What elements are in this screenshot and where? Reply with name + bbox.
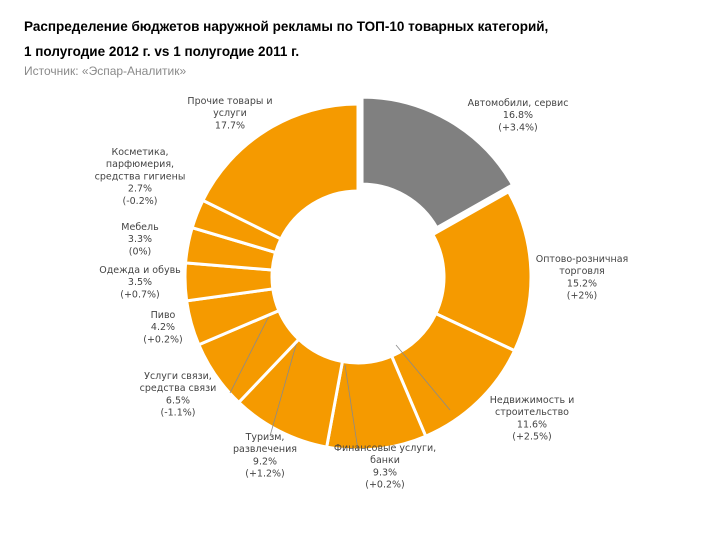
donut-slice xyxy=(430,189,533,353)
chart-source: Источник: «Эспар-Аналитик» xyxy=(24,64,187,78)
leader-line xyxy=(395,344,451,411)
chart-title-line-2: 1 полугодие 2012 г. vs 1 полугодие 2011 … xyxy=(24,44,300,59)
slice-label: Одежда и обувь 3.5% (+0.7%) xyxy=(99,265,181,300)
chart-title-line-1: Распределение бюджетов наружной рекламы … xyxy=(24,19,549,34)
slice-label: Косметика, парфюмерия, средства гигиены 2.7… xyxy=(95,147,186,207)
slice-label: Пиво 4.2% (+0.2%) xyxy=(143,310,183,345)
donut-slice xyxy=(360,95,515,230)
leader-line xyxy=(269,337,299,437)
slice-label: Прочие товары и услуги 17.7% xyxy=(187,96,272,131)
slice-label: Услуги связи, средства связи 6.5% (-1.1%) xyxy=(140,371,217,419)
slice-label: Недвижимость и строительство 11.6% (+2.5%) xyxy=(490,395,575,443)
donut-slice xyxy=(200,102,360,241)
chart-title: Распределение бюджетов наружной рекламы … xyxy=(24,14,664,64)
leader-line xyxy=(344,364,359,451)
leader-line xyxy=(229,309,273,394)
slice-label: Оптово-розничная торговля 15.2% (+2%) xyxy=(536,254,629,302)
slice-label: Автомобили, сервис 16.8% (+3.4%) xyxy=(468,98,569,133)
slice-label: Финансовые услуги, банки 9.3% (+0.2%) xyxy=(334,443,436,491)
slice-label: Туризм, развлечения 9.2% (+1.2%) xyxy=(233,432,297,480)
slice-label: Мебель 3.3% (0%) xyxy=(121,222,159,257)
